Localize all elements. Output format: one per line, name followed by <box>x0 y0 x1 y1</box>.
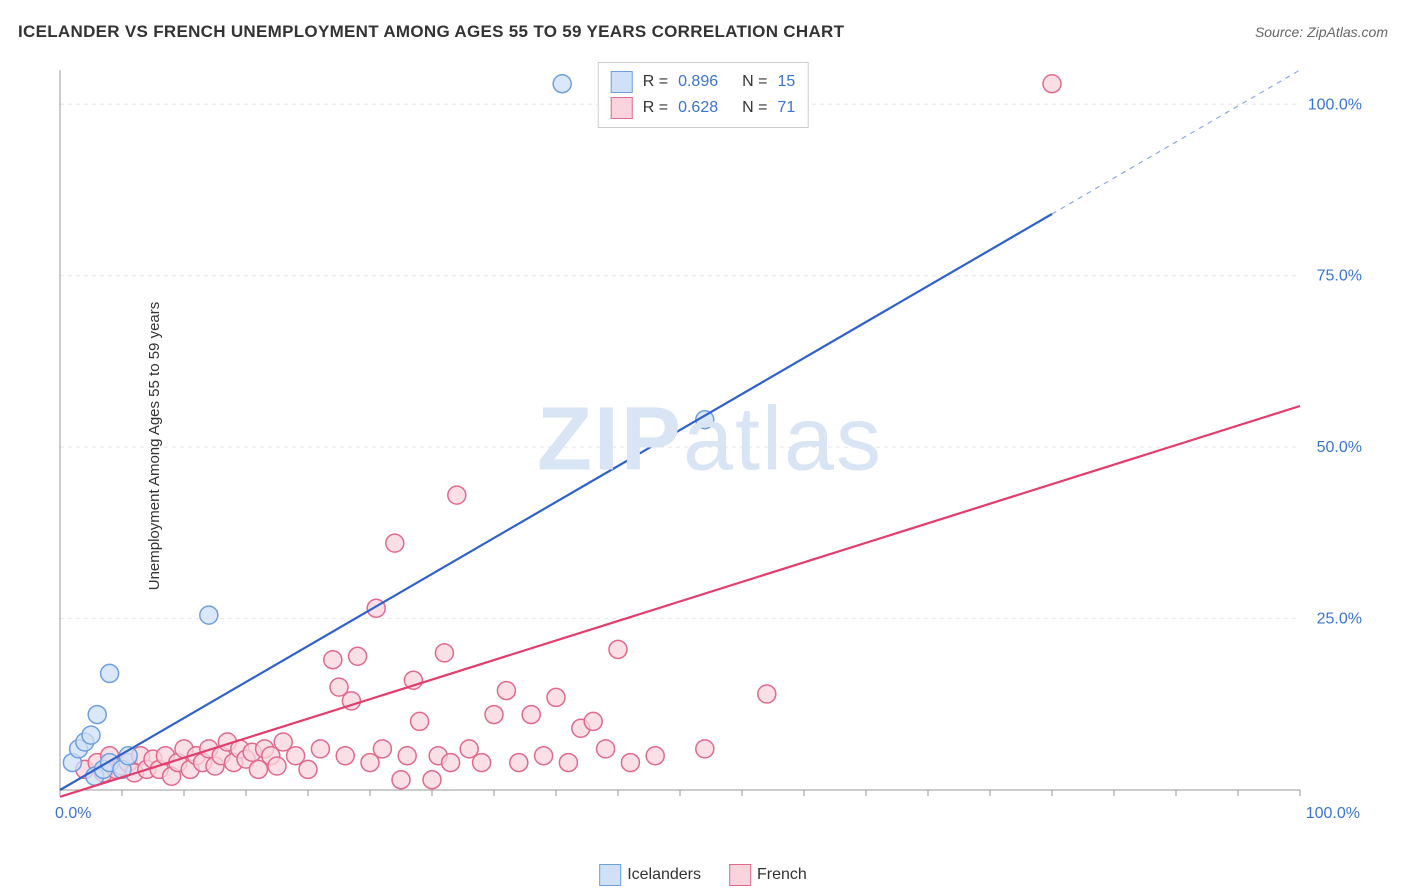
legend-r-value: 0.628 <box>678 99 718 117</box>
legend-label: French <box>757 866 807 883</box>
legend-swatch <box>611 97 633 119</box>
chart-title: ICELANDER VS FRENCH UNEMPLOYMENT AMONG A… <box>18 22 844 42</box>
legend-n-label: N = <box>742 73 767 91</box>
legend-swatch <box>611 71 633 93</box>
legend-r-label: R = <box>643 73 668 91</box>
svg-text:50.0%: 50.0% <box>1317 439 1362 456</box>
svg-text:100.0%: 100.0% <box>1308 96 1362 113</box>
legend-n-value: 71 <box>777 99 795 117</box>
legend-r-label: R = <box>643 99 668 117</box>
legend-n-value: 15 <box>777 73 795 91</box>
series-legend: Icelanders French <box>599 864 807 886</box>
chart-plot-area: ZIPatlas 25.0%50.0%75.0%100.0%0.0%100.0% <box>50 60 1370 830</box>
legend-item: Icelanders <box>599 864 701 886</box>
chart-svg: 25.0% 50.0% 75.0% 100.0% 0.0% 100.0% <box>50 60 1370 830</box>
legend-swatch <box>599 864 621 886</box>
legend-label: Icelanders <box>627 866 701 883</box>
svg-text:25.0%: 25.0% <box>1317 611 1362 628</box>
correlation-legend: R = 0.896 N = 15 R = 0.628 N = 71 <box>598 62 809 128</box>
svg-text:100.0%: 100.0% <box>1306 805 1360 822</box>
svg-text:75.0%: 75.0% <box>1317 268 1362 285</box>
legend-item: French <box>729 864 807 886</box>
legend-n-label: N = <box>742 99 767 117</box>
source-attribution: Source: ZipAtlas.com <box>1255 24 1388 40</box>
legend-swatch <box>729 864 751 886</box>
svg-text:0.0%: 0.0% <box>55 805 91 822</box>
legend-r-value: 0.896 <box>678 73 718 91</box>
